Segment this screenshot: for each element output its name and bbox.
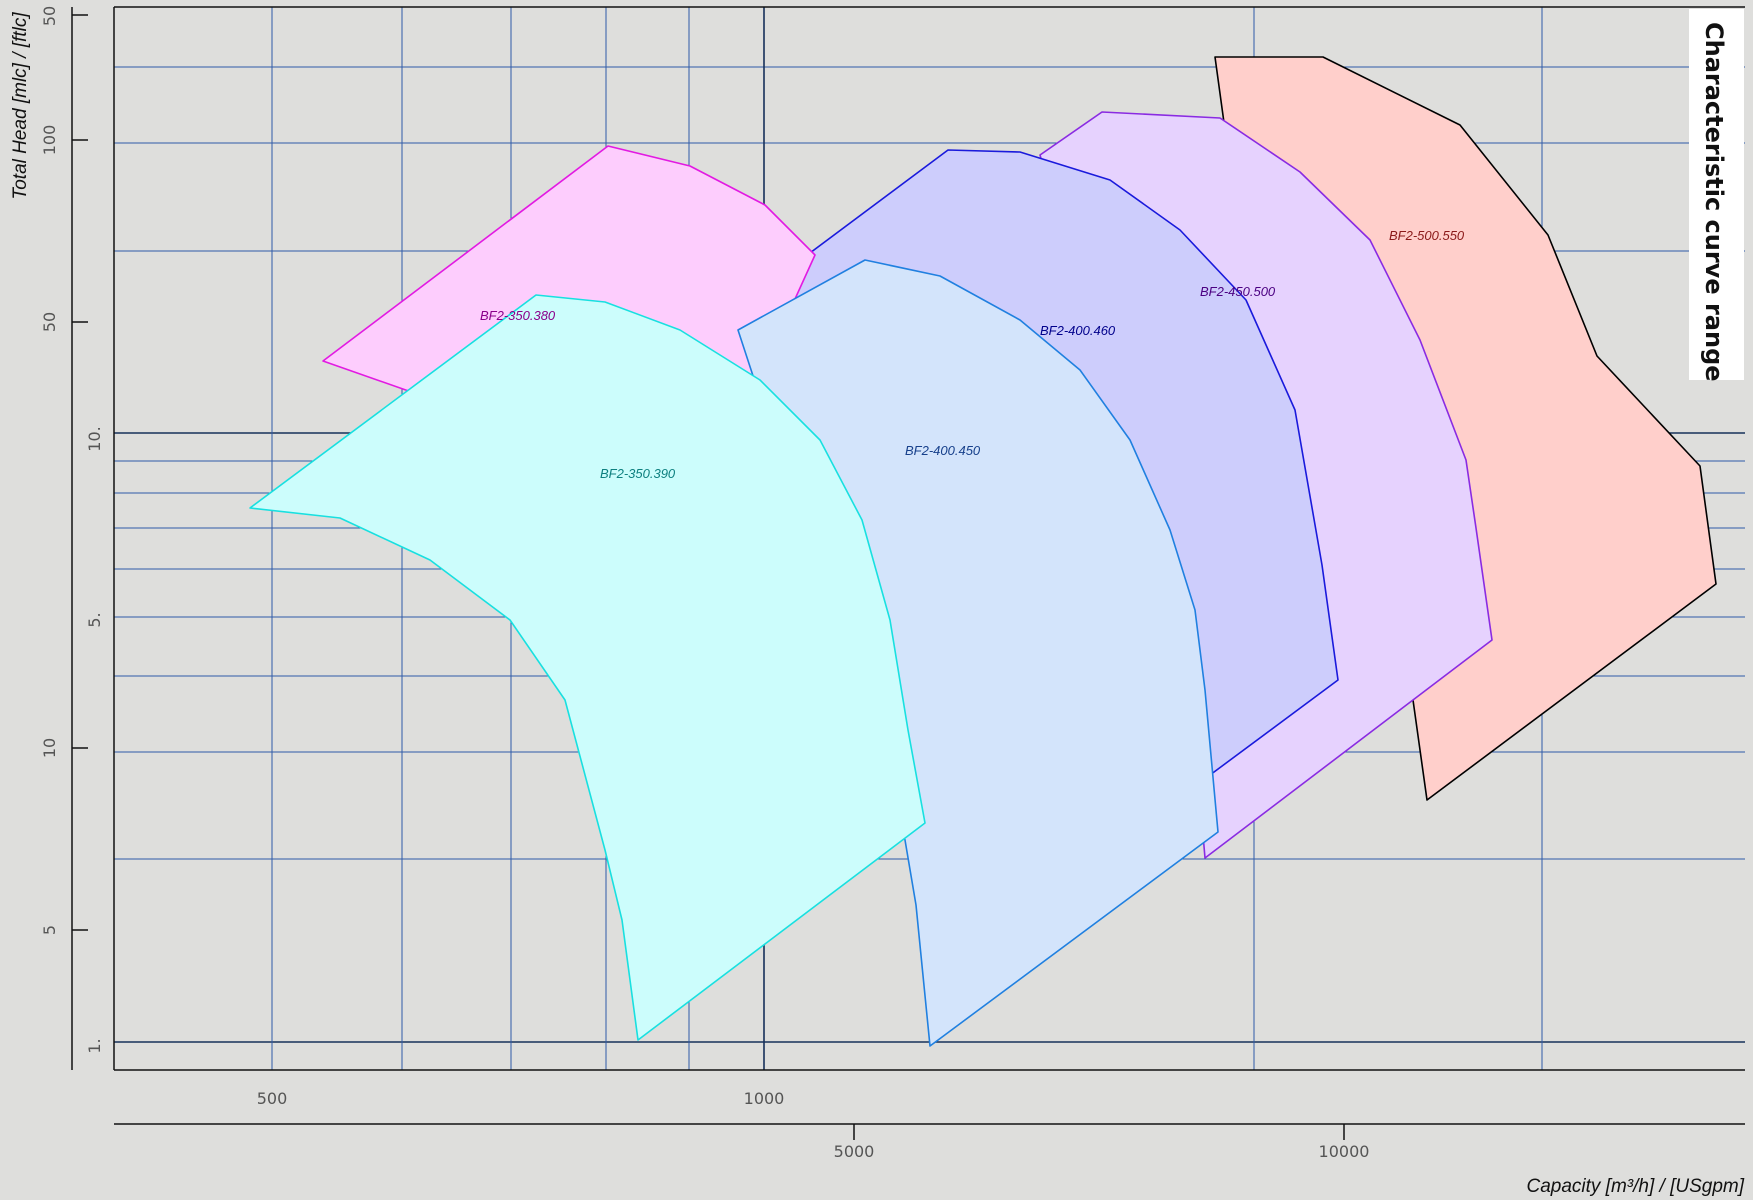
region-label: BF2-400.450	[905, 443, 981, 458]
region-labels: BF2-500.550 BF2-450.500 BF2-400.460 BF2-350…	[480, 228, 1465, 481]
regions	[249, 56, 1717, 1047]
y-tick-label: 50	[40, 312, 59, 332]
region-label: BF2-350.390	[600, 466, 676, 481]
y-tick-label: 5	[40, 925, 59, 935]
x-tick-label: 5000	[834, 1142, 875, 1161]
region-label: BF2-350.380	[480, 308, 556, 323]
x-tick-labels-secondary: 5000 10000	[834, 1142, 1370, 1161]
y-tick-labels-primary: 10. 5. 1.	[85, 426, 104, 1053]
x-tick-label: 500	[257, 1089, 288, 1108]
y-axis-title: Total Head [mlc] / [ftlc]	[10, 12, 31, 200]
y-tick-label: 10	[40, 738, 59, 758]
y-tick-label: 10.	[85, 426, 104, 451]
region-label: BF2-500.550	[1389, 228, 1465, 243]
region-bf2-350-390	[249, 294, 926, 1041]
region-label: BF2-400.460	[1040, 323, 1116, 338]
x-tick-label: 1000	[744, 1089, 785, 1108]
x-tick-labels-primary: 500 1000	[257, 1089, 785, 1108]
x-ticks-secondary	[853, 1124, 1345, 1140]
y-ticks-secondary	[72, 14, 88, 931]
y-tick-labels-secondary: 50 100 50 10 5	[40, 6, 59, 935]
region-bf2-400-450	[737, 259, 1219, 1047]
y-tick-label: 50	[40, 6, 59, 26]
y-tick-label: 1.	[85, 1038, 104, 1053]
region-label: BF2-450.500	[1200, 284, 1276, 299]
title-box	[1689, 9, 1744, 380]
y-tick-label: 5.	[85, 612, 104, 627]
y-tick-label: 100	[40, 125, 59, 156]
x-axis-title: Capacity [m³/h] / [USgpm]	[1526, 1176, 1744, 1197]
chart-title: Characteristic curve range	[1700, 22, 1728, 382]
x-tick-label: 10000	[1319, 1142, 1370, 1161]
